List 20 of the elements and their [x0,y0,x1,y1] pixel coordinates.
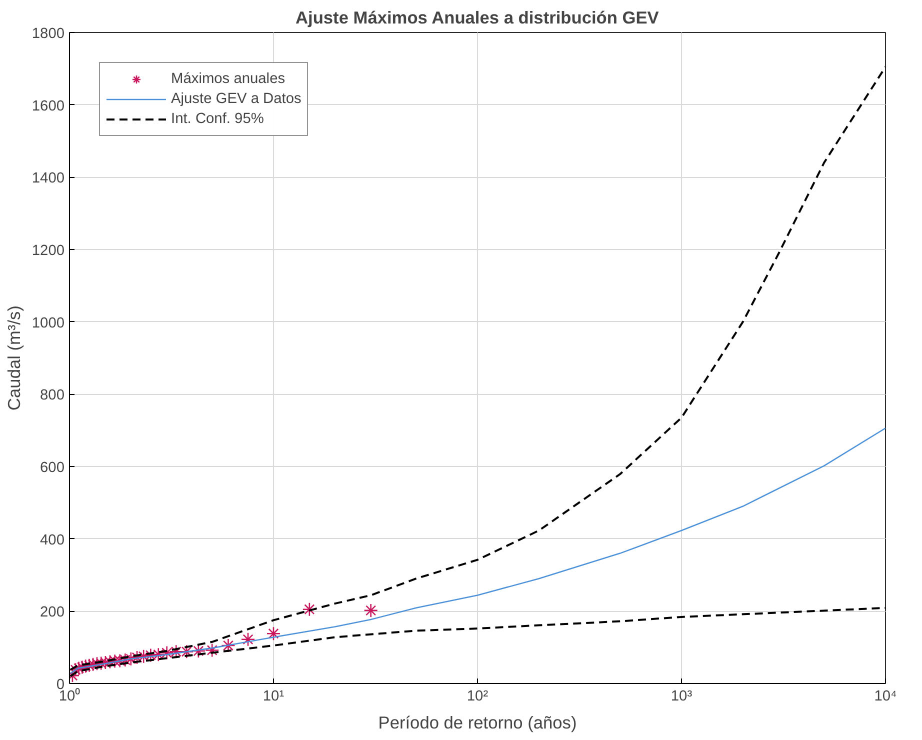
y-axis-title: Caudal (m³/s) [4,306,24,410]
x-tick-label: 10⁰ [58,688,80,704]
y-tick-label: 1600 [32,98,65,114]
x-axis-title: Período de retorno (años) [378,712,577,732]
y-tick-label: 1800 [32,26,65,42]
y-tick-label: 400 [40,532,65,548]
y-tick-label: 1000 [32,315,65,332]
y-tick-label: 200 [40,604,65,621]
legend-label: Ajuste GEV a Datos [171,91,302,107]
y-tick-label: 800 [40,388,65,404]
chart-title: Ajuste Máximos Anuales a distribución GEV [296,8,660,28]
y-tick-label: 600 [40,460,65,476]
legend-label: Máximos anuales [171,71,286,87]
legend-label: Int. Conf. 95% [171,111,264,127]
x-tick-label: 10¹ [262,688,284,704]
x-tick-label: 10³ [670,688,692,704]
y-tick-label: 1200 [32,243,65,259]
x-tick-label: 10⁴ [874,688,897,704]
y-tick-label: 1400 [32,170,65,187]
x-tick-label: 10² [466,688,488,704]
